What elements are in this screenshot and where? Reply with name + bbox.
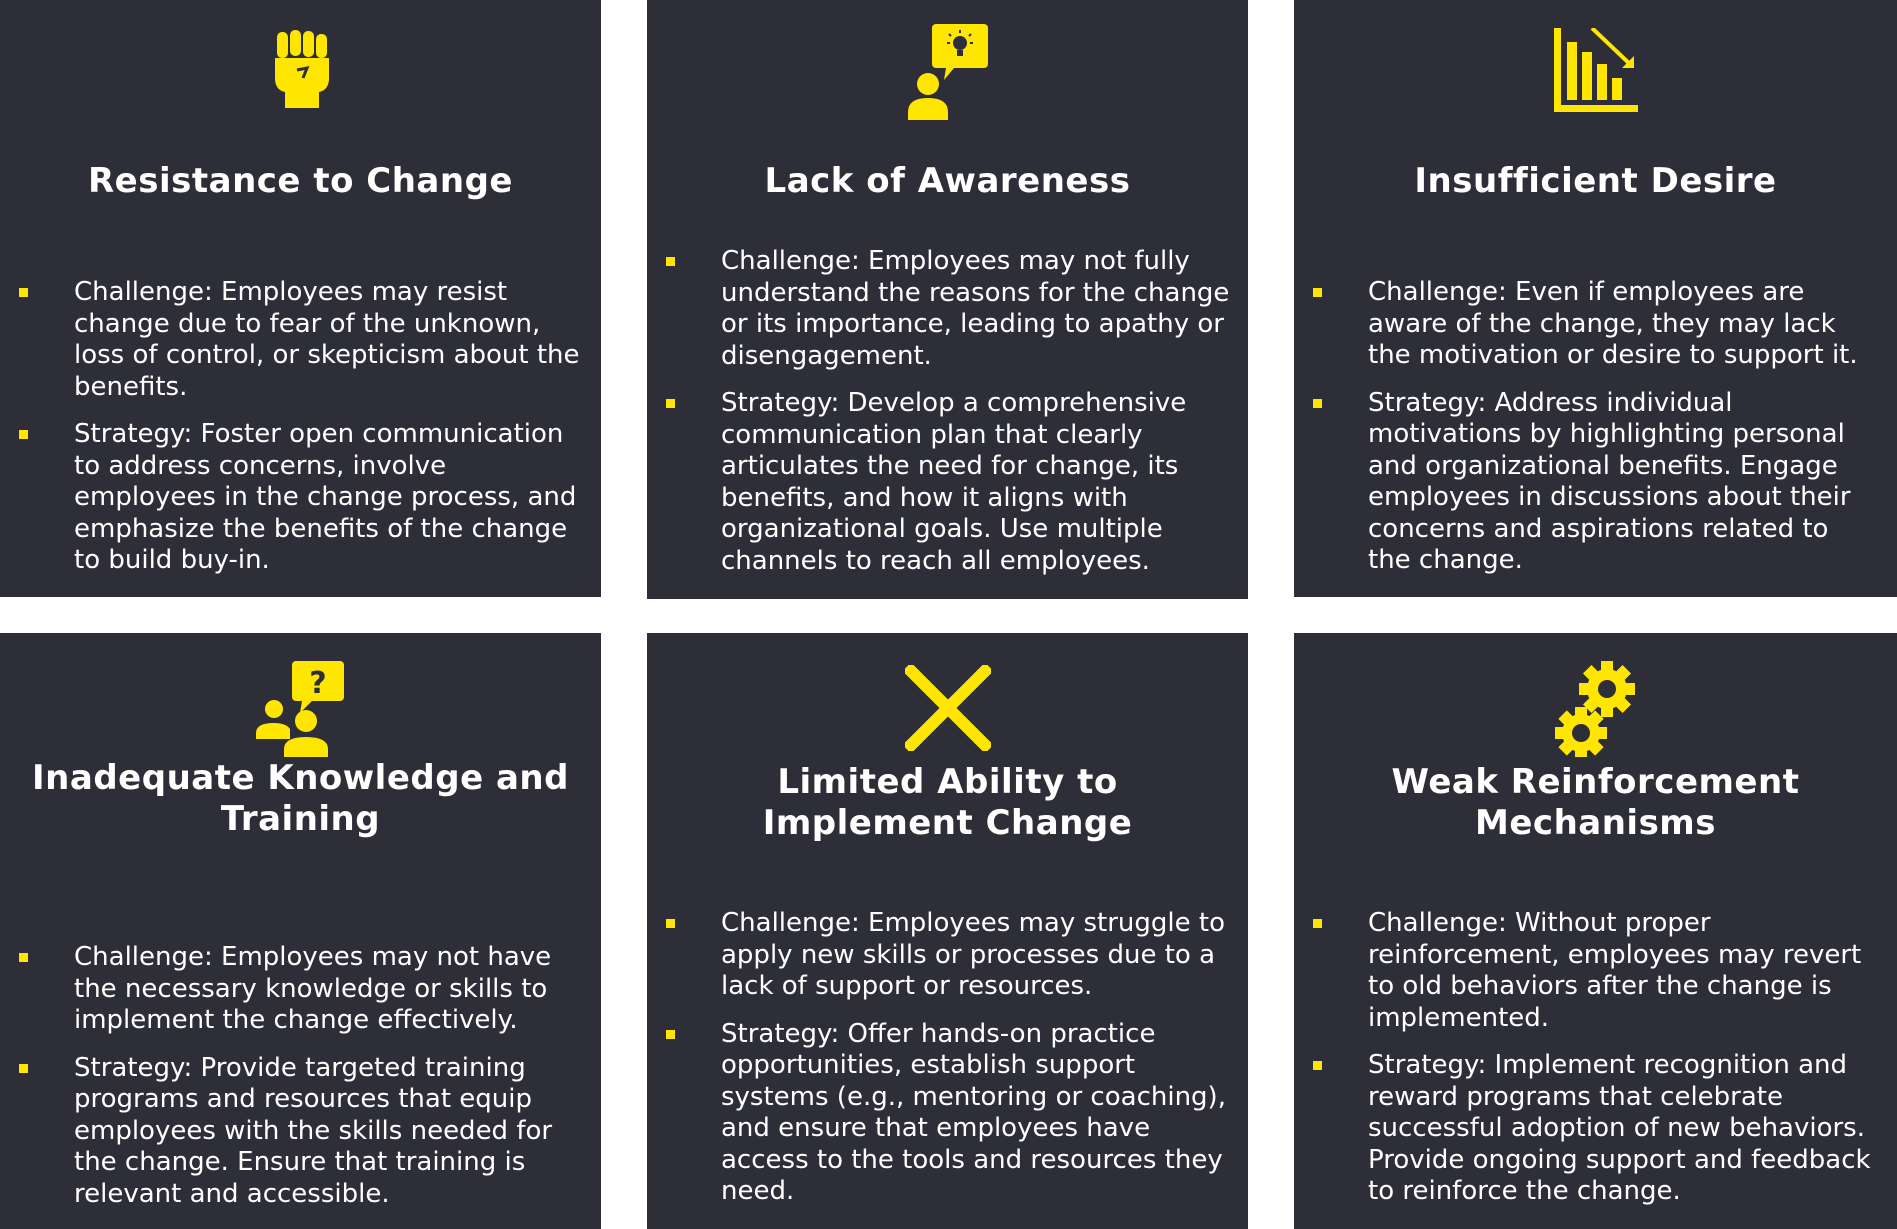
bullet-marker [1313,398,1322,408]
bullet-marker [666,257,675,266]
bullet-marker [19,288,28,297]
strategy-text: Strategy: Address individual motivations… [1368,387,1851,576]
bullet-marker [19,1063,28,1073]
person-lightbulb-icon [907,24,988,120]
challenge-item: Challenge: Employees may not have the ne… [0,942,583,1037]
strategy-text: Strategy: Foster open communication to a… [74,419,577,575]
bullet-marker [666,1029,675,1039]
card-limited-ability: Limited Ability to Implement Change Chal… [647,633,1248,1229]
points-list: Challenge: Even if employees are aware o… [1294,277,1879,593]
bullet-marker [1313,288,1322,297]
strategy-text: Strategy: Develop a comprehensive commun… [721,388,1187,576]
card-insufficient-desire: Insufficient Desire Challenge: Even if e… [1294,0,1897,597]
points-list: Challenge: Employees may resist change d… [0,277,583,593]
challenge-text: Challenge: Without proper reinforcement,… [1368,908,1862,1033]
cross-icon [904,665,991,751]
card-weak-reinforcement: Weak Reinforcement Mechanisms Challenge:… [1294,633,1897,1229]
bullet-marker [1313,919,1322,928]
card-title: Limited Ability to Implement Change [762,762,1133,843]
card-title: Resistance to Change [88,161,513,201]
strategy-item: Strategy: Provide targeted training prog… [0,1053,583,1211]
points-list: Challenge: Employees may struggle to app… [647,908,1230,1224]
strategy-item: Strategy: Develop a comprehensive commun… [647,388,1230,577]
strategy-item: Strategy: Implement recognition and rewa… [1294,1050,1879,1208]
challenge-item: Challenge: Even if employees are aware o… [1294,277,1879,372]
bullet-marker [1313,1061,1322,1070]
challenge-item: Challenge: Without proper reinforcement,… [1294,908,1879,1034]
card-title: Weak Reinforcement Mechanisms [1391,762,1800,843]
strategy-item: Strategy: Address individual motivations… [1294,388,1879,577]
challenge-text: Challenge: Even if employees are aware o… [1368,277,1858,370]
card-lack-of-awareness: Lack of Awareness Challenge: Employees m… [647,0,1248,599]
gears-icon [1554,661,1635,757]
challenge-item: Challenge: Employees may not fully under… [647,246,1230,372]
raised-fist-icon [274,30,329,108]
strategy-item: Strategy: Offer hands-on practice opport… [647,1019,1230,1208]
bullet-marker [19,953,28,962]
card-title: Lack of Awareness [764,161,1131,201]
challenge-item: Challenge: Employees may resist change d… [0,277,583,403]
card-inadequate-knowledge: ? Inadequate Knowledge and Training Chal… [0,633,601,1229]
bullet-marker [666,919,675,928]
points-list: Challenge: Without proper reinforcement,… [1294,908,1879,1224]
strategy-item: Strategy: Foster open communication to a… [0,419,583,577]
challenge-text: Challenge: Employees may not fully under… [721,246,1230,371]
card-resistance-to-change: Resistance to Change Challenge: Employee… [0,0,601,597]
bullet-marker [19,430,28,439]
strategy-text: Strategy: Provide targeted training prog… [74,1052,553,1209]
bullet-marker [666,399,675,408]
points-list: Challenge: Employees may not fully under… [647,246,1230,593]
svg-text:?: ? [309,666,326,701]
people-question-icon: ? [255,661,344,757]
strategy-text: Strategy: Implement recognition and rewa… [1368,1050,1871,1206]
challenge-item: Challenge: Employees may struggle to app… [647,908,1230,1003]
challenge-text: Challenge: Employees may struggle to app… [721,908,1226,1001]
card-title: Insufficient Desire [1414,161,1777,201]
declining-chart-icon [1553,28,1638,112]
challenge-text: Challenge: Employees may not have the ne… [74,942,552,1035]
challenge-text: Challenge: Employees may resist change d… [74,277,580,402]
points-list: Challenge: Employees may not have the ne… [0,942,583,1226]
strategy-text: Strategy: Offer hands-on practice opport… [721,1018,1226,1207]
card-title: Inadequate Knowledge and Training [32,758,569,839]
